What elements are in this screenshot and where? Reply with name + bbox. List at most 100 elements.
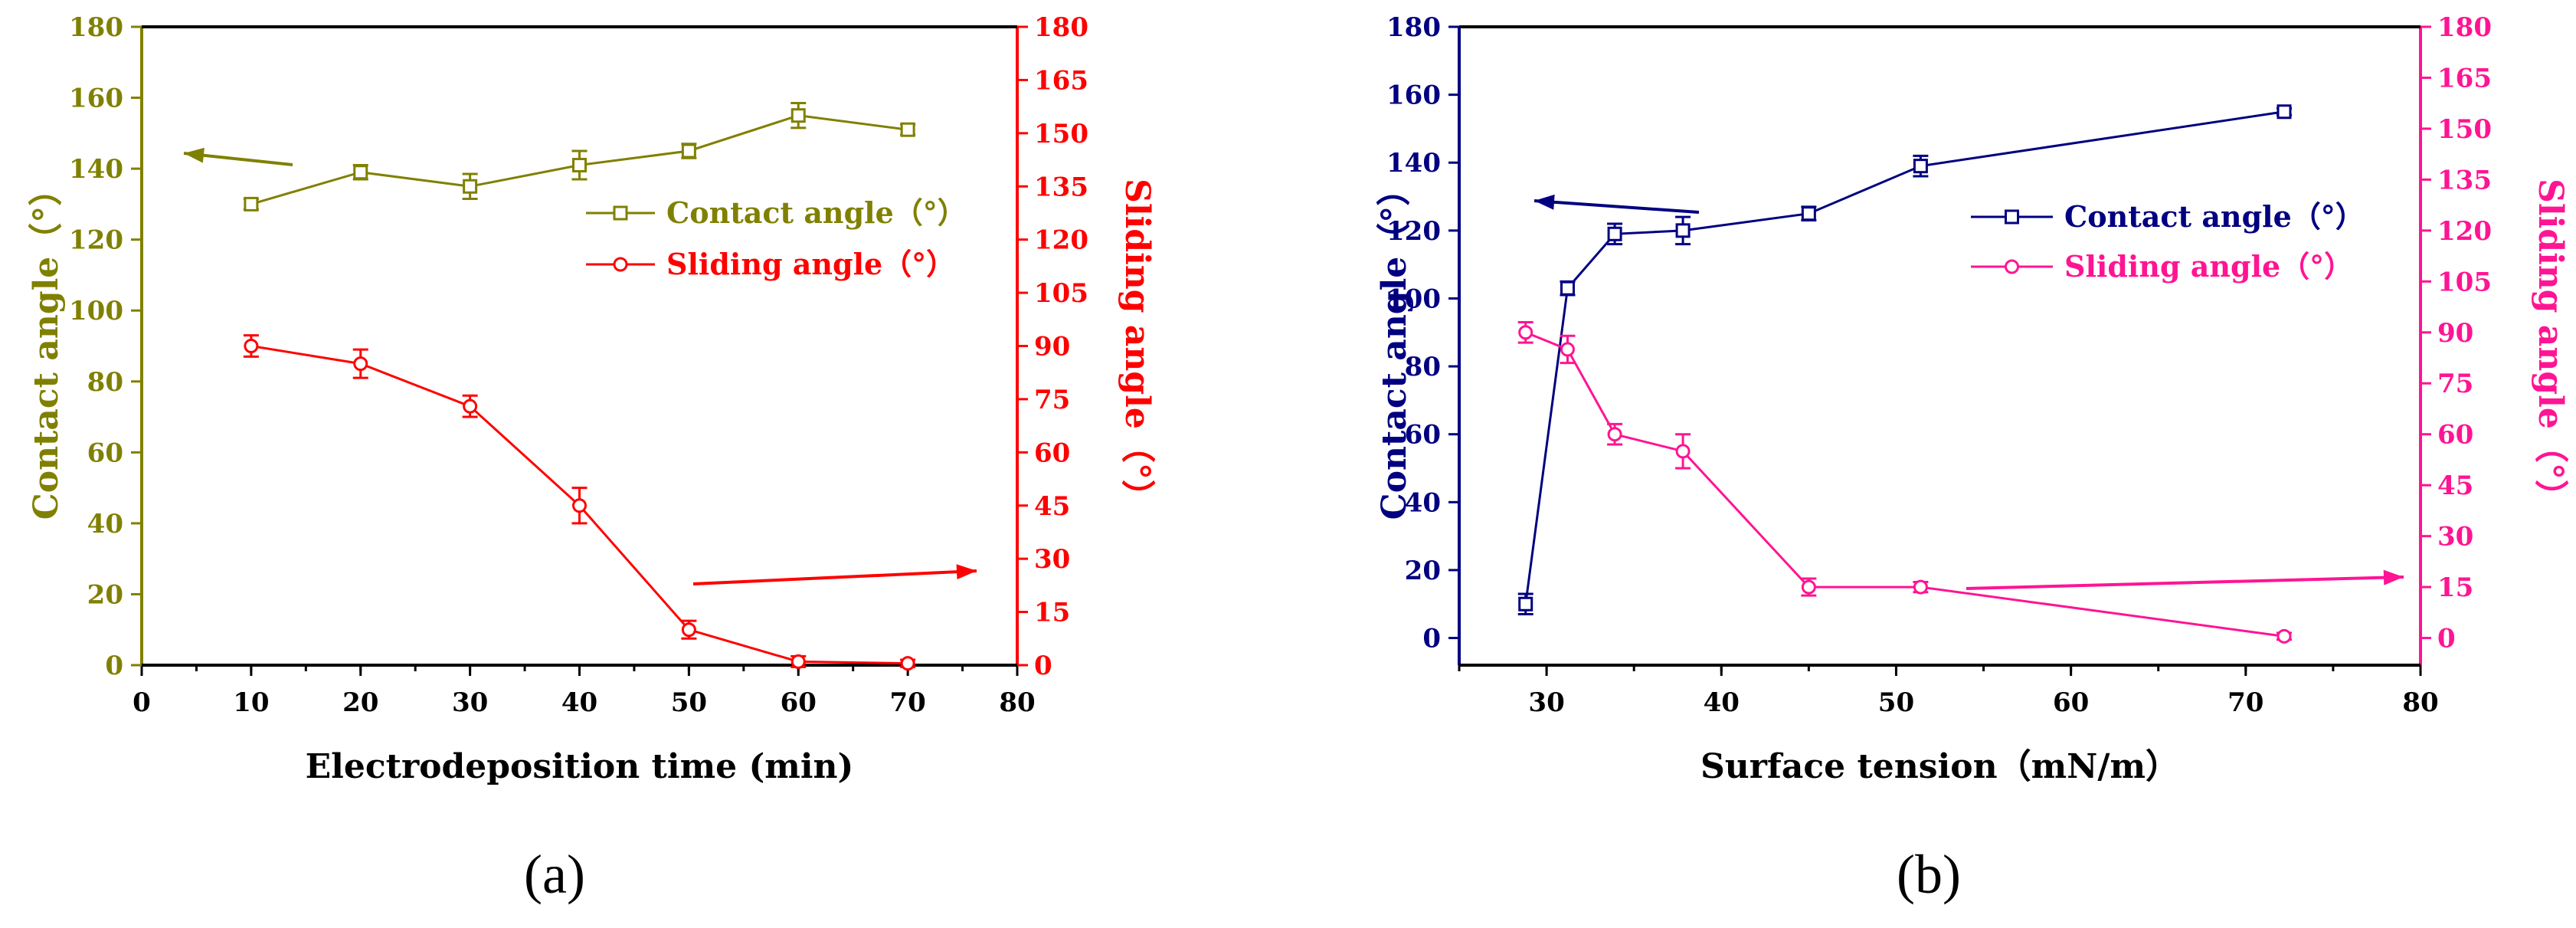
left-y-tick-label: 120 (69, 225, 123, 256)
data-point-square (1675, 223, 1691, 238)
data-point-circle (1675, 444, 1691, 459)
x-tick-label: 30 (452, 687, 488, 718)
data-point-square (463, 179, 478, 194)
annotation-arrow-head (1534, 194, 1555, 210)
right-y-tick-label: 45 (2437, 471, 2473, 501)
right-y-tick-label: 165 (1034, 65, 1088, 96)
left-y-tick-label: 0 (105, 651, 123, 681)
data-point-square (2277, 104, 2292, 120)
left-y-axis-title: Contact angle（°） (1375, 172, 1414, 520)
annotation-arrow-head (184, 147, 205, 163)
legend-label: Contact angle（°） (666, 195, 967, 230)
x-axis-title: Electrodeposition time (min) (306, 747, 854, 786)
left-y-tick-label: 60 (87, 438, 123, 468)
right-y-tick-label: 60 (1034, 438, 1070, 468)
x-tick-label: 0 (133, 687, 151, 718)
right-y-tick-label: 60 (2437, 420, 2473, 451)
left-y-tick-label: 100 (69, 296, 123, 326)
right-y-tick-label: 75 (1034, 385, 1070, 415)
right-y-tick-label: 105 (1034, 278, 1088, 309)
x-tick-label: 40 (561, 687, 597, 718)
data-point-circle (353, 356, 368, 372)
data-point-square (1518, 596, 1533, 612)
right-y-tick-label: 105 (2437, 267, 2492, 297)
x-tick-label: 20 (342, 687, 378, 718)
data-point-square (1560, 280, 1575, 296)
left-y-tick-label: 20 (1405, 556, 1441, 586)
x-tick-label: 50 (1878, 687, 1914, 718)
x-tick-label: 10 (233, 687, 269, 718)
data-point-square (572, 157, 587, 172)
annotation-arrow-shaft (1533, 199, 1700, 214)
legend-marker-square (613, 205, 628, 221)
data-point-circle (900, 656, 915, 671)
left-y-tick-label: 180 (69, 12, 123, 43)
right-y-tick-label: 15 (1034, 598, 1070, 628)
legend-label: Sliding angle（°） (2064, 249, 2353, 284)
annotation-arrow-shaft (692, 569, 977, 585)
left-y-tick-label: 40 (1405, 487, 1441, 518)
data-point-circle (1518, 325, 1533, 340)
left-y-tick-label: 40 (87, 509, 123, 539)
legend-marker-circle (2005, 259, 2019, 274)
left-y-tick-label: 60 (1405, 420, 1441, 451)
annotation-arrow-head (956, 564, 977, 580)
right-y-tick-label: 135 (1034, 172, 1088, 202)
right-y-tick-label: 165 (2437, 63, 2492, 93)
data-point-circle (1560, 342, 1575, 357)
right-y-tick-label: 180 (1034, 12, 1088, 43)
annotation-arrow-shaft (1966, 575, 2404, 590)
x-tick-label: 60 (2053, 687, 2089, 718)
data-point-square (900, 122, 915, 137)
legend-marker-circle (613, 257, 628, 272)
left-y-axis-title: Contact angle（°） (27, 172, 66, 520)
data-point-circle (1801, 579, 1816, 595)
data-point-square (790, 108, 806, 123)
data-point-square (244, 196, 259, 212)
left-y-tick-label: 0 (1422, 624, 1441, 654)
right-y-tick-label: 150 (2437, 114, 2492, 145)
right-y-tick-label: 90 (1034, 332, 1070, 362)
panel-a: 0 10 20 30 40 50 60 70 80 0 20 40 60 80 100 120 140 160 18… (27, 12, 1157, 905)
panel-label: (b) (1897, 844, 1961, 905)
panel-label: (a) (524, 844, 585, 905)
right-y-tick-label: 135 (2437, 165, 2492, 195)
x-axis-title: Surface tension（mN/m） (1700, 747, 2179, 786)
x-tick-label: 50 (671, 687, 707, 718)
left-y-tick-label: 100 (1386, 284, 1441, 314)
left-y-tick-label: 120 (1386, 216, 1441, 247)
right-y-tick-label: 75 (2437, 369, 2473, 399)
series-line (1525, 331, 2285, 638)
right-y-tick-label: 0 (2437, 624, 2456, 654)
legend-label: Sliding angle（°） (666, 247, 955, 281)
right-y-tick-label: 120 (1034, 225, 1088, 256)
data-point-square (1913, 159, 1928, 174)
right-y-axis-title: Sliding angle（°） (2531, 179, 2570, 513)
legend-marker-square (2005, 209, 2019, 225)
data-point-square (681, 143, 696, 159)
right-y-tick-label: 90 (2437, 318, 2473, 349)
right-y-axis-title: Sliding angle（°） (1118, 179, 1157, 513)
data-point-circle (790, 654, 806, 669)
right-y-tick-label: 150 (1034, 119, 1088, 149)
panel-b: 30 40 50 60 70 80 0 20 40 60 80 100 120 140 160 180 0 15 3… (1375, 12, 2570, 905)
left-y-tick-label: 160 (69, 84, 123, 114)
x-tick-label: 70 (2227, 687, 2263, 718)
right-y-tick-label: 30 (2437, 522, 2473, 553)
right-y-tick-label: 0 (1034, 651, 1052, 681)
x-tick-label: 40 (1704, 687, 1740, 718)
left-y-tick-label: 140 (69, 154, 123, 185)
data-point-circle (244, 339, 259, 353)
left-y-tick-label: 80 (87, 367, 123, 398)
x-tick-label: 30 (1528, 687, 1564, 718)
data-point-circle (572, 498, 587, 513)
right-y-tick-label: 15 (2437, 572, 2473, 603)
data-point-square (353, 165, 368, 180)
annotation-arrow-head (2383, 569, 2404, 585)
x-tick-label: 80 (2402, 687, 2438, 718)
left-y-tick-label: 180 (1386, 12, 1441, 43)
left-y-tick-label: 80 (1405, 352, 1441, 382)
data-point-circle (1913, 579, 1928, 595)
series-line (1524, 110, 2285, 605)
